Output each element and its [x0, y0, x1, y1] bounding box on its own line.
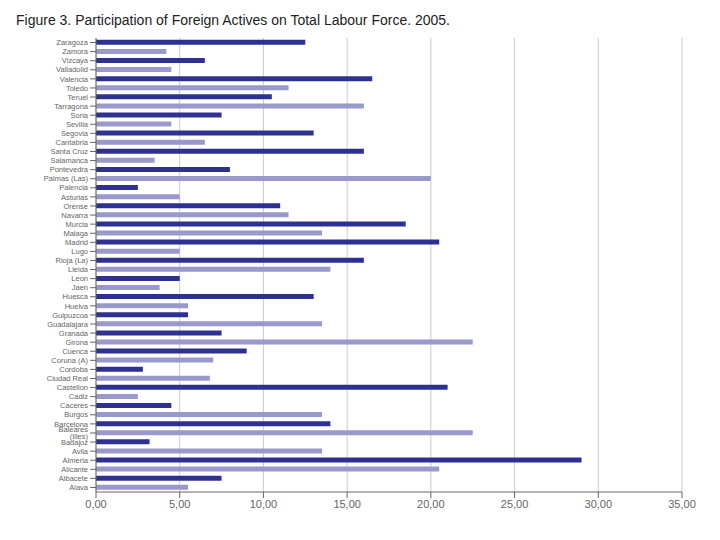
svg-text:Cordoba: Cordoba	[59, 365, 89, 374]
svg-text:Lugo: Lugo	[71, 247, 88, 256]
svg-text:Almeria: Almeria	[63, 456, 89, 465]
svg-text:Guadalajara: Guadalajara	[47, 320, 89, 329]
svg-text:15,00: 15,00	[333, 498, 361, 510]
svg-text:Albacete: Albacete	[59, 474, 88, 483]
svg-text:Huesca: Huesca	[63, 292, 89, 301]
svg-text:Murcia: Murcia	[65, 220, 88, 229]
svg-text:Huelva: Huelva	[65, 302, 89, 311]
svg-text:Navarra: Navarra	[61, 211, 89, 220]
svg-text:Cantabria: Cantabria	[55, 138, 88, 147]
svg-text:Coruna (A): Coruna (A)	[51, 356, 88, 365]
svg-text:Sevilla: Sevilla	[66, 120, 89, 129]
svg-text:Zaragoza: Zaragoza	[56, 38, 89, 47]
svg-text:Malaga: Malaga	[63, 229, 88, 238]
svg-text:Santa Cruz: Santa Cruz	[50, 147, 88, 156]
svg-text:Palmas (Las): Palmas (Las)	[44, 174, 89, 183]
svg-text:30,00: 30,00	[585, 498, 613, 510]
svg-text:Girona: Girona	[65, 338, 88, 347]
svg-text:Toledo: Toledo	[66, 84, 88, 93]
svg-text:Valladolid: Valladolid	[56, 65, 88, 74]
svg-text:Asturias: Asturias	[61, 193, 88, 202]
svg-text:35,00: 35,00	[668, 498, 696, 510]
svg-text:Cadiz: Cadiz	[69, 392, 88, 401]
svg-text:Rioja (La): Rioja (La)	[55, 256, 88, 265]
svg-text:Lleida: Lleida	[68, 265, 89, 274]
svg-text:25,00: 25,00	[501, 498, 529, 510]
svg-text:0,00: 0,00	[85, 498, 106, 510]
svg-text:Tarragona: Tarragona	[54, 102, 89, 111]
svg-text:Salamanca: Salamanca	[50, 156, 88, 165]
svg-text:Zamora: Zamora	[62, 47, 89, 56]
svg-text:Ciudad Real: Ciudad Real	[47, 374, 89, 383]
svg-text:Caceres: Caceres	[60, 401, 88, 410]
svg-text:Guipuzcoa: Guipuzcoa	[52, 311, 89, 320]
svg-text:Segovia: Segovia	[61, 129, 89, 138]
svg-text:Valencia: Valencia	[60, 75, 89, 84]
svg-text:Vizcaya: Vizcaya	[62, 56, 89, 65]
svg-text:Soria: Soria	[70, 111, 88, 120]
svg-text:Cuenca: Cuenca	[62, 347, 89, 356]
svg-text:Alava: Alava	[69, 483, 89, 492]
svg-text:Alicante: Alicante	[61, 465, 88, 474]
svg-text:Orense: Orense	[63, 202, 88, 211]
svg-text:Granada: Granada	[59, 329, 89, 338]
svg-text:Burgos: Burgos	[64, 410, 88, 419]
svg-text:Avila: Avila	[72, 447, 89, 456]
svg-text:Madrid: Madrid	[65, 238, 88, 247]
svg-text:Pontevedra: Pontevedra	[50, 165, 89, 174]
svg-text:Palencia: Palencia	[59, 183, 89, 192]
svg-text:5,00: 5,00	[169, 498, 190, 510]
svg-text:Castellon: Castellon	[57, 383, 88, 392]
svg-text:10,00: 10,00	[250, 498, 278, 510]
svg-text:Badajoz: Badajoz	[61, 438, 88, 447]
svg-text:Jaen: Jaen	[72, 283, 88, 292]
svg-text:Teruel: Teruel	[68, 93, 89, 102]
svg-text:20,00: 20,00	[417, 498, 445, 510]
svg-text:Leon: Leon	[71, 274, 88, 283]
